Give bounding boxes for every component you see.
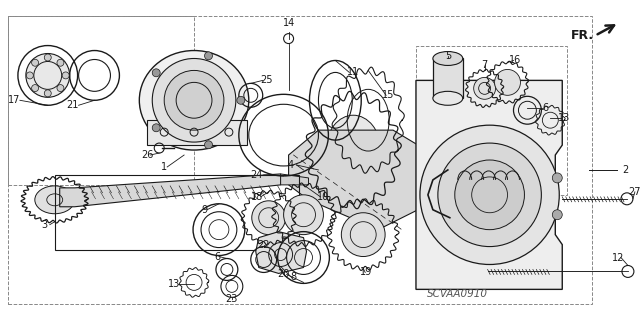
Text: 6: 6: [214, 251, 220, 262]
Text: 21: 21: [67, 100, 79, 110]
Text: 4: 4: [287, 160, 294, 170]
Circle shape: [455, 160, 524, 230]
Circle shape: [420, 125, 559, 264]
Circle shape: [252, 201, 285, 235]
Circle shape: [284, 195, 323, 235]
Text: 18: 18: [251, 192, 263, 202]
Text: 17: 17: [8, 95, 20, 105]
Text: 2: 2: [622, 165, 628, 175]
Text: 3: 3: [42, 220, 48, 230]
Circle shape: [237, 96, 245, 104]
Polygon shape: [60, 174, 280, 207]
Bar: [8, 16, 194, 185]
Circle shape: [152, 69, 160, 77]
Circle shape: [164, 70, 224, 130]
Circle shape: [62, 72, 69, 79]
Ellipse shape: [433, 52, 463, 65]
Text: FR.: FR.: [571, 29, 594, 42]
Ellipse shape: [140, 50, 249, 150]
Text: 9: 9: [201, 205, 207, 215]
Circle shape: [26, 54, 70, 97]
Circle shape: [552, 210, 563, 220]
Bar: [55, 175, 298, 249]
Text: 14: 14: [282, 18, 294, 28]
Circle shape: [31, 85, 38, 92]
Text: 8: 8: [291, 272, 296, 282]
Text: 26: 26: [141, 150, 154, 160]
Text: SCVAA0910: SCVAA0910: [428, 289, 488, 299]
Circle shape: [438, 143, 541, 247]
Text: 5: 5: [445, 50, 451, 61]
Text: 16: 16: [509, 56, 522, 65]
Circle shape: [495, 70, 520, 95]
Circle shape: [341, 213, 385, 256]
Bar: [433, 58, 463, 98]
Text: 20: 20: [277, 270, 290, 279]
Ellipse shape: [433, 91, 463, 105]
Circle shape: [205, 141, 212, 149]
Text: 25: 25: [260, 75, 273, 85]
Circle shape: [44, 90, 51, 97]
Text: 13: 13: [558, 113, 570, 123]
Circle shape: [152, 124, 160, 132]
Circle shape: [552, 173, 563, 183]
Polygon shape: [416, 80, 563, 289]
Bar: [147, 120, 247, 145]
Text: 6: 6: [542, 103, 548, 113]
Text: 27: 27: [628, 187, 640, 197]
Text: 24: 24: [250, 170, 263, 180]
Circle shape: [205, 52, 212, 60]
Circle shape: [57, 85, 64, 92]
Text: 19: 19: [360, 267, 372, 278]
Text: 23: 23: [226, 294, 238, 304]
Polygon shape: [289, 130, 418, 230]
Text: 22: 22: [257, 240, 270, 249]
Circle shape: [57, 59, 64, 66]
Text: 7: 7: [481, 61, 488, 70]
Text: 11: 11: [347, 67, 360, 78]
Circle shape: [31, 59, 38, 66]
Text: 10: 10: [317, 192, 330, 202]
Circle shape: [44, 54, 51, 61]
Circle shape: [26, 72, 33, 79]
Ellipse shape: [35, 186, 75, 214]
Ellipse shape: [326, 115, 381, 185]
Text: 12: 12: [612, 253, 624, 263]
Polygon shape: [280, 174, 308, 185]
Text: 13: 13: [168, 279, 180, 289]
Text: 1: 1: [161, 162, 167, 172]
Text: 15: 15: [382, 90, 394, 100]
Polygon shape: [256, 232, 307, 273]
Circle shape: [474, 78, 495, 99]
Circle shape: [152, 58, 236, 142]
Bar: [416, 46, 567, 195]
